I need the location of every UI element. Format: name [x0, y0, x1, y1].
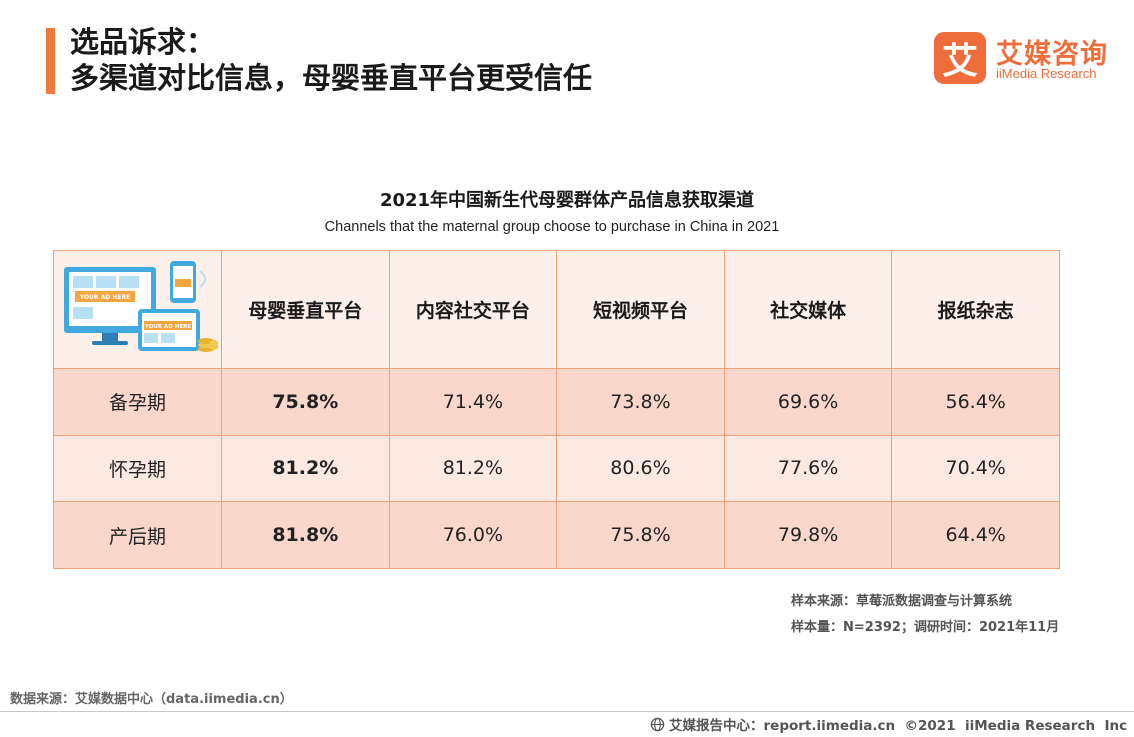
column-header: 短视频平台 — [556, 250, 725, 369]
table-row: 备孕期 75.8% 71.4% 73.8% 69.6% 56.4% — [53, 368, 1060, 436]
table-cell: 70.4% — [891, 434, 1060, 503]
table-cell: 80.6% — [556, 434, 725, 503]
table-cell: 56.4% — [891, 368, 1060, 436]
ad-label-monitor: YOUR AD HERE — [78, 294, 129, 301]
row-label: 备孕期 — [53, 368, 222, 436]
headline-accent-bar — [46, 28, 55, 94]
table-cell: 79.8% — [723, 501, 893, 569]
ad-illustration-cell: YOUR AD HERE YOUR AD HERE — [53, 250, 222, 369]
footer-text: 艾媒报告中心：report.iimedia.cn ©2021 iiMedia R… — [669, 718, 1128, 734]
table-cell: 81.2% — [221, 434, 390, 503]
channel-table: YOUR AD HERE YOUR AD HERE — [53, 250, 1060, 569]
table-header-row: YOUR AD HERE YOUR AD HERE — [53, 250, 1060, 369]
table-cell: 75.8% — [221, 368, 390, 436]
headline-line-1: 选品诉求： — [70, 25, 216, 59]
table-cell: 71.4% — [388, 368, 558, 436]
table-cell: 64.4% — [891, 501, 1060, 569]
ad-screens-illustration: YOUR AD HERE YOUR AD HERE — [63, 261, 219, 352]
globe-icon — [650, 717, 665, 731]
logo-name-en: iiMedia Research — [996, 66, 1097, 81]
column-header: 内容社交平台 — [388, 250, 558, 369]
table-cell: 81.8% — [221, 501, 390, 569]
page-headline: 选品诉求： 多渠道对比信息，母婴垂直平台更受信任 — [70, 24, 592, 96]
footer-divider — [0, 711, 1134, 712]
table-cell: 69.6% — [723, 368, 893, 436]
footer: 艾媒报告中心：report.iimedia.cn ©2021 iiMedia R… — [650, 714, 1127, 734]
data-source: 数据来源：艾媒数据中心（data.iimedia.cn） — [10, 692, 293, 707]
table-cell: 73.8% — [556, 368, 725, 436]
table-cell: 76.0% — [388, 501, 558, 569]
sample-source-note: 样本来源：草莓派数据调查与计算系统 — [791, 594, 1013, 609]
table-cell: 81.2% — [388, 434, 558, 503]
column-header: 报纸杂志 — [891, 250, 1060, 369]
column-header: 母婴垂直平台 — [221, 250, 390, 369]
row-label: 产后期 — [53, 501, 222, 569]
row-label: 怀孕期 — [53, 434, 222, 503]
table-row: 产后期 81.8% 76.0% 75.8% 79.8% 64.4% — [53, 501, 1060, 569]
table-row: 怀孕期 81.2% 81.2% 80.6% 77.6% 70.4% — [53, 434, 1060, 503]
chart-subtitle: Channels that the maternal group choose … — [324, 219, 780, 235]
column-header: 社交媒体 — [723, 250, 893, 369]
ad-label-tablet: YOUR AD HERE — [143, 324, 190, 330]
logo-name-cn: 艾媒咨询 — [996, 39, 1108, 70]
logo-mark: 艾 — [934, 32, 986, 84]
table-cell: 77.6% — [723, 434, 893, 503]
sample-size-note: 样本量：N=2392；调研时间：2021年11月 — [791, 620, 1060, 635]
chart-title: 2021年中国新生代母婴群体产品信息获取渠道 — [379, 190, 755, 211]
table-cell: 75.8% — [556, 501, 725, 569]
headline-line-2: 多渠道对比信息，母婴垂直平台更受信任 — [70, 61, 593, 95]
